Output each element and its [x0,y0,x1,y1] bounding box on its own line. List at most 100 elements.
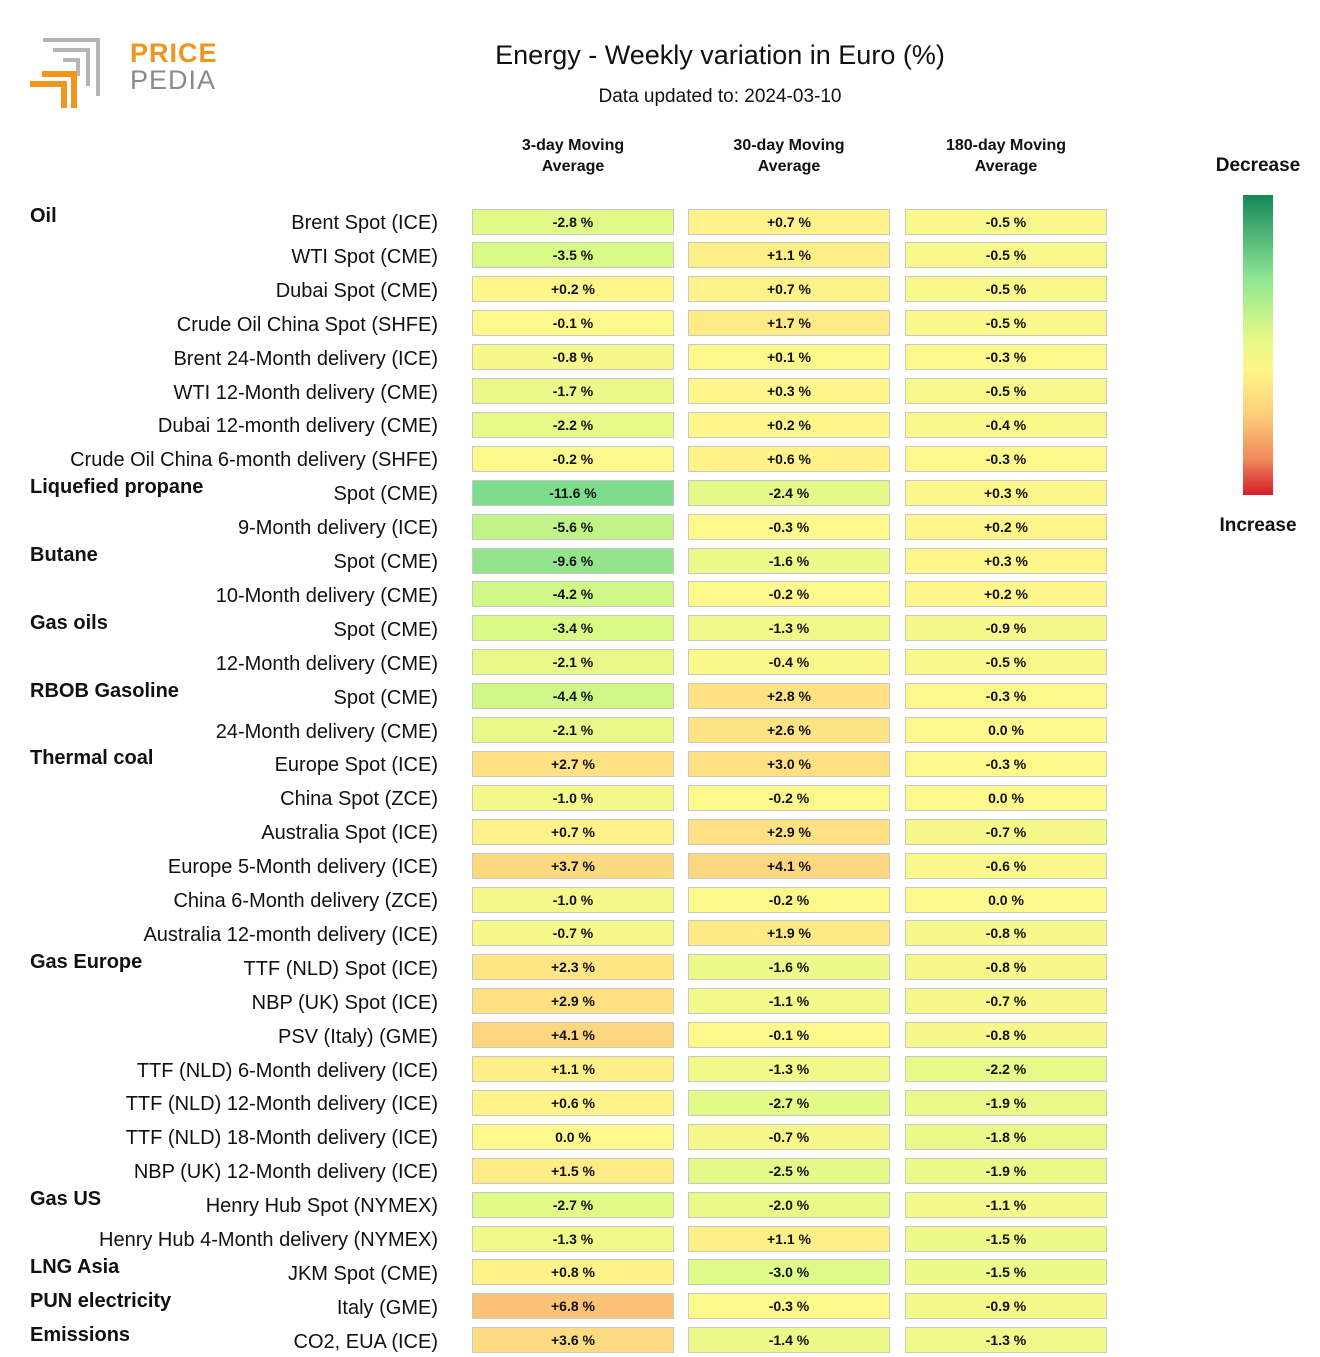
heatmap-cell: -2.0 % [688,1191,890,1218]
heatmap-cell: -2.7 % [688,1089,890,1116]
heatmap-cell: -0.8 % [905,920,1107,947]
heatmap-cell: +6.8 % [472,1293,674,1320]
heatmap-cell: -1.9 % [905,1089,1107,1116]
row-label: Spot (CME) [333,551,438,573]
row-label: Spot (CME) [333,483,438,506]
heatmap-cell: +0.2 % [905,581,1107,608]
row-label: WTI 12-Month delivery (CME) [173,381,439,404]
heatmap-cell: -0.5 % [905,276,1107,303]
heatmap-cell: +0.7 % [688,276,890,303]
heatmap-cell: +1.1 % [472,1056,674,1082]
group-label: Oil [30,205,57,227]
group-label: Gas US [30,1188,102,1211]
group-label: RBOB Gasoline [30,679,179,702]
row-label: TTF (NLD) 12-Month delivery (ICE) [125,1093,438,1116]
column-header-line: 180-day Moving [945,137,1067,154]
heatmap-cell: +0.7 % [472,818,674,845]
row-label: China Spot (ZCE) [280,788,438,811]
heatmap-cell: +2.9 % [688,818,890,845]
logo-text-price: PRICE [130,38,218,68]
column-header-line: Average [541,158,605,175]
heatmap-cell: -0.4 % [905,411,1107,438]
group-label: Gas Europe [30,950,143,973]
row-label: 9-Month delivery (ICE) [237,517,438,540]
row-label: CO2, EUA (ICE) [293,1330,438,1353]
legend-increase-label: Increase [1219,515,1297,536]
heatmap-cell: +0.3 % [688,378,890,404]
heatmap-cell: 0.0 % [905,886,1107,913]
row-label: Spot (CME) [333,618,438,641]
heatmap-cell: +1.1 % [688,242,890,269]
column-header-line: Average [757,158,821,175]
group-label: Thermal coal [30,747,154,770]
heatmap-cell: -2.4 % [688,479,890,506]
row-label: Europe 5-Month delivery (ICE) [167,856,438,879]
heatmap-cell: -3.4 % [472,615,674,642]
heatmap-cell: -0.3 % [688,1293,890,1320]
heatmap-cell: -4.2 % [472,581,674,608]
heatmap-cell: -1.3 % [905,1327,1107,1354]
row-label: Henry Hub Spot (NYMEX) [205,1195,438,1218]
heatmap-cell: +1.5 % [472,1157,674,1184]
group-label: Liquefied propane [30,476,204,499]
heatmap-cell: -0.7 % [905,988,1107,1015]
logo-text-pedia: PEDIA [130,65,217,95]
heatmap-cell: -2.7 % [472,1191,674,1218]
column-header-30day: 30-day Moving Average [688,135,890,177]
heatmap-cell: +2.9 % [472,988,674,1015]
row-label: Brent Spot (ICE) [291,212,438,234]
heatmap-cell: -1.0 % [472,784,674,811]
heatmap-cell: +1.9 % [688,920,890,947]
heatmap-cell: -11.6 % [472,479,674,506]
row-label: Spot (CME) [333,686,438,709]
logo-mark-icon [30,38,100,108]
row-label: Australia Spot (ICE) [261,822,438,845]
column-header-line: 3-day Moving [521,137,625,154]
heatmap-cell: -0.5 % [905,208,1107,235]
heatmap-cell: +1.7 % [688,310,890,337]
row-label: Australia 12-month delivery (ICE) [143,923,438,946]
heatmap-cell: -1.6 % [688,547,890,574]
heatmap-cell: +2.6 % [688,717,890,743]
row-label: PSV (Italy) (GME) [277,1025,438,1048]
heatmap-cell: -0.3 % [905,344,1107,371]
heatmap-cell: -3.0 % [688,1259,890,1286]
heatmap-cell: -0.2 % [472,445,674,472]
heatmap-cell: -1.4 % [688,1327,890,1354]
row-label: Crude Oil China 6-month delivery (SHFE) [70,449,438,472]
heatmap-cell: -1.0 % [472,886,674,913]
row-label: TTF (NLD) 6-Month delivery (ICE) [136,1059,438,1082]
heatmap-cell: -0.3 % [688,513,890,540]
heatmap-cell: +2.7 % [472,750,674,777]
heatmap-cell: +0.8 % [472,1259,674,1286]
heatmap-cell: -0.3 % [905,445,1107,472]
heatmap-cell: +0.2 % [472,276,674,303]
heatmap-cell: -0.7 % [905,818,1107,845]
heatmap-cell: -0.2 % [688,581,890,608]
group-label: Butane [30,544,98,566]
heatmap-cell: -0.3 % [905,683,1107,710]
row-label: NBP (UK) Spot (ICE) [251,991,438,1014]
heatmap-cell: -0.2 % [688,886,890,913]
heatmap-cell: +0.3 % [905,547,1107,574]
heatmap-cell: +0.7 % [688,208,890,235]
heatmap-cell: -3.5 % [472,242,674,269]
heatmap-cell: -0.7 % [688,1123,890,1150]
heatmap-cell: -0.9 % [905,615,1107,642]
chart-title: Energy - Weekly variation in Euro (%) [495,40,945,70]
heatmap-cell: +2.8 % [688,683,890,710]
heatmap-cell: -2.1 % [472,649,674,676]
row-label: NBP (UK) 12-Month delivery (ICE) [133,1161,438,1184]
heatmap-cell: -0.8 % [472,344,674,371]
column-header-3day: 3-day Moving Average [472,135,674,177]
heatmap-cell: +0.2 % [688,411,890,438]
legend-decrease-label: Decrease [1215,155,1301,176]
row-label: Brent 24-Month delivery (ICE) [173,347,438,370]
heatmap-cell: -2.2 % [472,411,674,438]
column-header-180day: 180-day Moving Average [905,135,1107,177]
heatmap-cell: +2.3 % [472,954,674,981]
heatmap-cell: -1.6 % [688,954,890,981]
heatmap-cell: -1.3 % [472,1225,674,1252]
heatmap-cell: -0.5 % [905,242,1107,269]
heatmap-cell: +0.2 % [905,513,1107,540]
